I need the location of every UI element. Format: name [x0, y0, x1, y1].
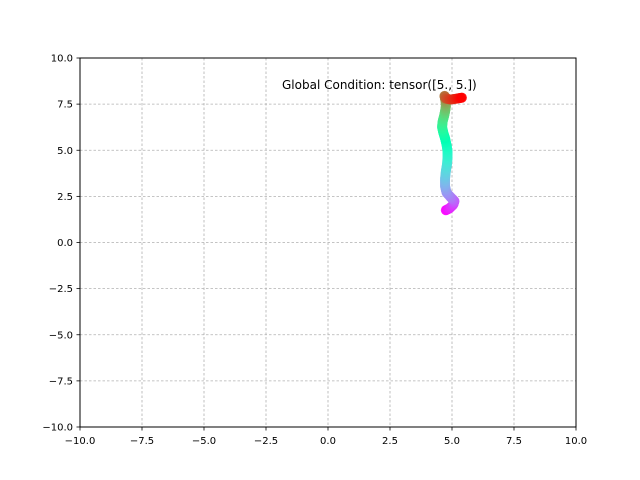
x-tick-label: 2.5	[382, 436, 398, 447]
y-tick-label: −2.5	[49, 284, 73, 295]
global-condition-annotation: Global Condition: tensor([5., 5.])	[282, 78, 477, 92]
y-tick-label: −10.0	[42, 423, 73, 434]
x-tick-label: −7.5	[130, 436, 154, 447]
y-tick-label: −7.5	[49, 376, 73, 387]
y-tick-label: −5.0	[49, 330, 73, 341]
y-tick-label: 5.0	[57, 146, 73, 157]
trajectory-points	[437, 90, 467, 216]
y-tick-label: 2.5	[57, 192, 73, 203]
y-tick-label: 10.0	[51, 54, 73, 65]
x-tick-label: 5.0	[444, 436, 460, 447]
x-tick-label: −5.0	[192, 436, 216, 447]
x-tick-label: 7.5	[506, 436, 522, 447]
axes: −10.0 −7.5 −5.0 −2.5 0.0 2.5 5.0 7.5 10.0 −10.0 −7…	[42, 54, 587, 448]
x-tick-label: 10.0	[565, 436, 587, 447]
x-tick-label: 0.0	[320, 436, 336, 447]
trajectory-point	[456, 92, 467, 103]
x-tick-label: −10.0	[65, 436, 96, 447]
x-tick-label: −2.5	[254, 436, 278, 447]
y-tick-label: 0.0	[57, 238, 73, 249]
y-tick-label: 7.5	[57, 100, 73, 111]
